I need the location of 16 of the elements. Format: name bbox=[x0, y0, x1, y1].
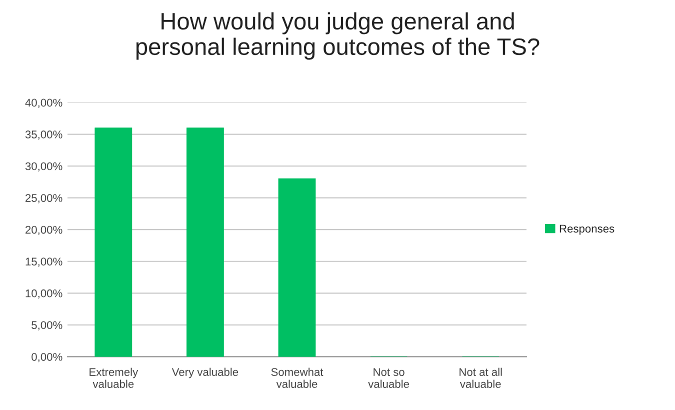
chart-title: How would you judge general and personal learning outcomes of the TS? bbox=[136, 12, 540, 60]
x-tick-label: Somewhat valuable bbox=[271, 368, 324, 388]
y-tick-label: 25,00% bbox=[26, 194, 62, 204]
y-tick-label: 0,00% bbox=[32, 352, 62, 362]
y-tick-label: 20,00% bbox=[26, 226, 62, 236]
y-tick-label: 15,00% bbox=[26, 258, 62, 267]
y-tick-label: 40,00% bbox=[25, 98, 62, 108]
y-tick-label: 5,00% bbox=[32, 321, 62, 330]
x-tick-label: Extremely valuable bbox=[90, 368, 138, 388]
y-tick-label: 35,00% bbox=[25, 130, 62, 140]
y-tick-label: 30,00% bbox=[25, 162, 62, 172]
x-tick-label: Not so valuable bbox=[368, 368, 410, 388]
legend-label: Responses bbox=[560, 224, 614, 235]
y-tick-label: 10,00% bbox=[26, 289, 62, 299]
x-tick-label: Not at all valuable bbox=[460, 368, 502, 388]
x-tick-label: Very valuable bbox=[172, 368, 238, 378]
